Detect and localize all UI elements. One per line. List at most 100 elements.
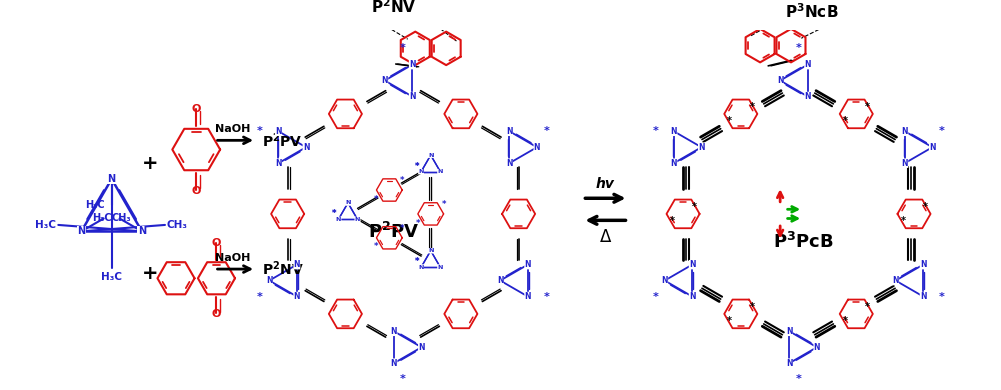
Text: N: N [689,260,696,269]
Text: N: N [814,343,820,352]
Text: O: O [212,238,221,248]
Text: *: * [923,202,928,211]
Text: N: N [496,276,504,285]
Text: N: N [428,152,433,158]
Text: N: N [699,143,705,152]
Text: N: N [920,292,927,301]
Text: *: * [544,126,550,136]
Text: N: N [662,276,668,285]
Text: *: * [865,101,870,112]
Text: *: * [692,202,697,211]
Text: Δ: Δ [600,228,612,246]
Text: NaOH: NaOH [215,124,250,134]
Text: N: N [275,127,281,136]
Text: NaOH: NaOH [215,253,250,263]
Text: *: * [653,292,658,301]
Text: N: N [525,292,532,301]
Text: N: N [418,169,423,174]
Text: N: N [437,169,443,174]
Text: *: * [374,243,378,252]
Text: N: N [525,260,532,269]
Text: *: * [374,195,378,204]
Text: $\mathbf{P^3PcB}$: $\mathbf{P^3PcB}$ [773,231,834,252]
Text: N: N [428,248,433,253]
Text: N: N [805,92,811,101]
Text: N: N [354,217,360,222]
Text: H₃C: H₃C [35,220,56,230]
Text: *: * [728,316,733,326]
Text: *: * [939,126,945,136]
Text: N: N [409,92,415,101]
Text: *: * [400,374,406,385]
Text: N: N [345,200,350,206]
Text: N: N [902,127,908,136]
Text: N: N [437,265,443,270]
Text: N: N [418,265,423,270]
Text: N: N [428,248,433,253]
Text: N: N [390,359,397,368]
Text: *: * [796,43,802,53]
Text: N: N [920,260,927,269]
Text: *: * [865,301,870,312]
Text: *: * [414,161,419,170]
Text: *: * [400,176,404,185]
Text: $\mathbf{P^2PV}$: $\mathbf{P^2PV}$ [261,131,302,150]
Text: *: * [257,292,262,301]
Text: *: * [939,292,945,301]
Text: N: N [409,60,415,69]
Text: N: N [671,127,677,136]
Text: CH₃: CH₃ [167,220,188,230]
Text: *: * [843,316,848,326]
Text: CH₃: CH₃ [111,213,131,223]
Text: O: O [191,186,201,195]
Text: *: * [332,209,336,218]
Text: N: N [805,60,811,69]
Text: *: * [843,116,848,126]
Text: N: N [786,359,793,368]
Text: *: * [332,209,336,218]
Text: N: N [138,226,146,236]
Text: *: * [670,216,675,226]
Text: N: N [418,169,423,174]
Text: N: N [437,265,443,270]
Text: *: * [901,216,906,226]
Text: N: N [303,143,309,152]
Text: N: N [107,174,116,184]
Text: H₃C: H₃C [85,200,104,210]
Text: N: N [345,200,350,206]
Text: *: * [414,257,419,266]
Text: N: N [381,76,388,85]
Text: $\mathbf{P^2NV}$: $\mathbf{P^2NV}$ [261,260,303,278]
Text: H₃C: H₃C [101,272,122,282]
Text: $\mathbf{P^2NV}$: $\mathbf{P^2NV}$ [371,0,416,16]
Text: N: N [428,152,433,158]
Text: N: N [437,169,443,174]
Text: *: * [750,301,755,312]
Text: N: N [293,292,300,301]
Text: +: + [142,154,158,173]
Text: N: N [534,143,541,152]
Text: N: N [507,127,513,136]
Text: N: N [266,276,272,285]
Text: N: N [275,159,281,168]
Text: *: * [414,257,419,266]
Text: *: * [257,126,262,136]
Text: O: O [191,104,201,113]
Text: *: * [653,126,658,136]
Text: N: N [507,159,513,168]
Text: N: N [390,327,397,336]
Text: hv: hv [596,177,615,191]
Text: N: N [77,226,85,236]
Text: N: N [293,260,300,269]
Text: H₃C: H₃C [93,213,112,223]
Text: N: N [777,76,784,85]
Text: N: N [354,217,360,222]
Text: *: * [400,224,404,233]
Text: N: N [929,143,936,152]
Text: N: N [786,327,793,336]
Text: N: N [671,159,677,168]
Text: $\mathbf{P^3NcB}$: $\mathbf{P^3NcB}$ [785,2,838,21]
Text: N: N [418,265,423,270]
Text: O: O [212,309,221,319]
Text: *: * [400,43,406,53]
